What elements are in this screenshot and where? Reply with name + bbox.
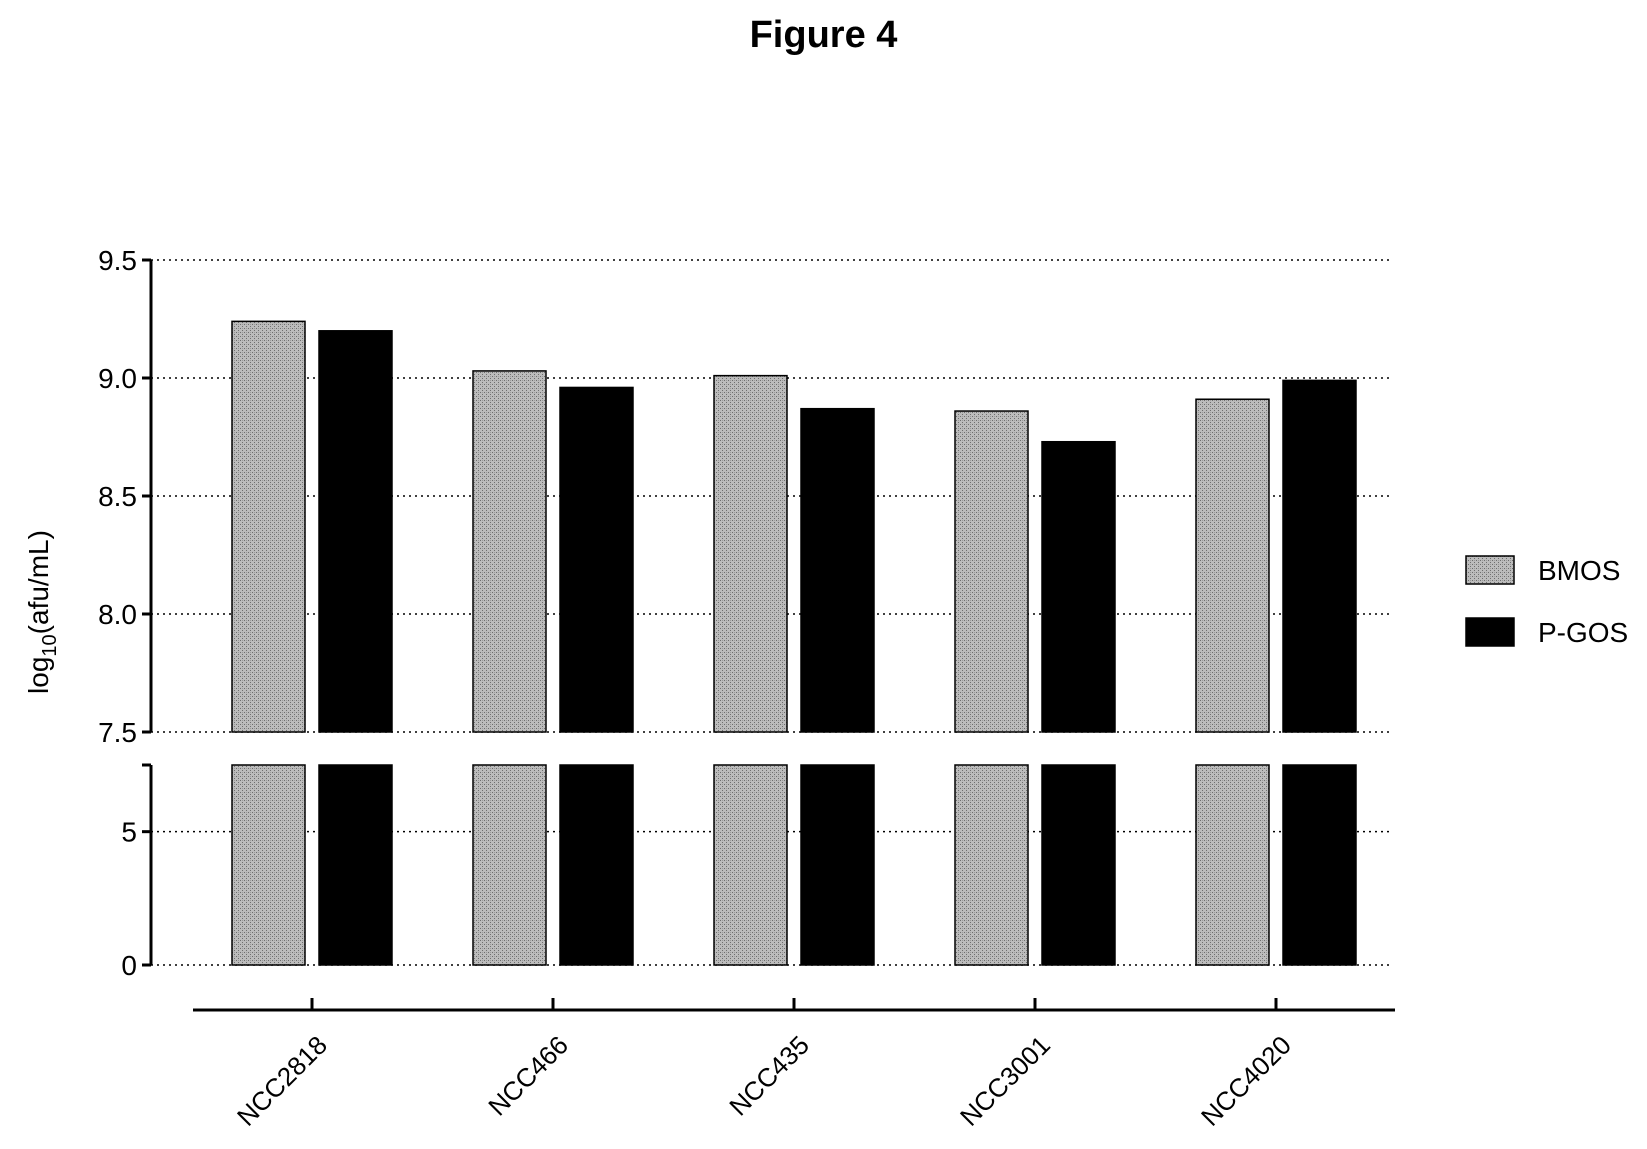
- y-tick-label: 9.0: [98, 363, 137, 394]
- bar-p-gos-ncc3001: [1041, 440, 1116, 733]
- bar-bmos-ncc2818: [231, 320, 306, 733]
- x-tick-label: NCC466: [482, 1030, 574, 1122]
- bars: [231, 320, 1357, 966]
- x-tick-label: NCC4020: [1195, 1030, 1297, 1132]
- bar-lower-bmos-ncc466: [472, 764, 547, 966]
- y-tick-label: 9.5: [98, 245, 137, 276]
- x-tick-label: NCC435: [723, 1030, 815, 1122]
- y-tick-label: 8.5: [98, 481, 137, 512]
- bar-bmos-ncc435: [713, 374, 788, 733]
- legend-label-p-gos: P-GOS: [1538, 617, 1628, 648]
- bar-lower-bmos-ncc435: [713, 764, 788, 966]
- figure-title: Figure 4: [749, 14, 898, 56]
- bar-p-gos-ncc2818: [318, 330, 393, 733]
- bar-p-gos-ncc435: [800, 407, 875, 733]
- y-tick-label: 7.5: [98, 717, 137, 748]
- legend-label-bmos: BMOS: [1538, 555, 1620, 586]
- y-axis-label: log10(afu/mL): [23, 530, 61, 694]
- bar-lower-bmos-ncc4020: [1195, 764, 1270, 966]
- y-tick-label: 5: [121, 817, 137, 848]
- bar-lower-p-gos-ncc466: [559, 764, 634, 966]
- bar-p-gos-ncc466: [559, 386, 634, 733]
- x-tick-label: NCC3001: [954, 1030, 1056, 1132]
- bar-lower-p-gos-ncc3001: [1041, 764, 1116, 966]
- bar-lower-p-gos-ncc4020: [1282, 764, 1357, 966]
- bar-lower-bmos-ncc3001: [954, 764, 1029, 966]
- x-tick-label: NCC2818: [231, 1030, 333, 1132]
- bar-lower-p-gos-ncc435: [800, 764, 875, 966]
- axes: [142, 258, 1395, 1012]
- y-tick-label: 8.0: [98, 599, 137, 630]
- bar-bmos-ncc4020: [1195, 398, 1270, 733]
- bar-bmos-ncc3001: [954, 410, 1029, 733]
- bar-lower-p-gos-ncc2818: [318, 764, 393, 966]
- legend-swatch-bmos: [1465, 555, 1515, 585]
- bar-p-gos-ncc4020: [1282, 379, 1357, 733]
- y-tick-label: 0: [121, 950, 137, 981]
- bar-lower-bmos-ncc2818: [231, 764, 306, 966]
- bar-bmos-ncc466: [472, 370, 547, 733]
- legend: BMOS P-GOS: [1465, 555, 1628, 648]
- legend-swatch-p-gos: [1465, 617, 1515, 647]
